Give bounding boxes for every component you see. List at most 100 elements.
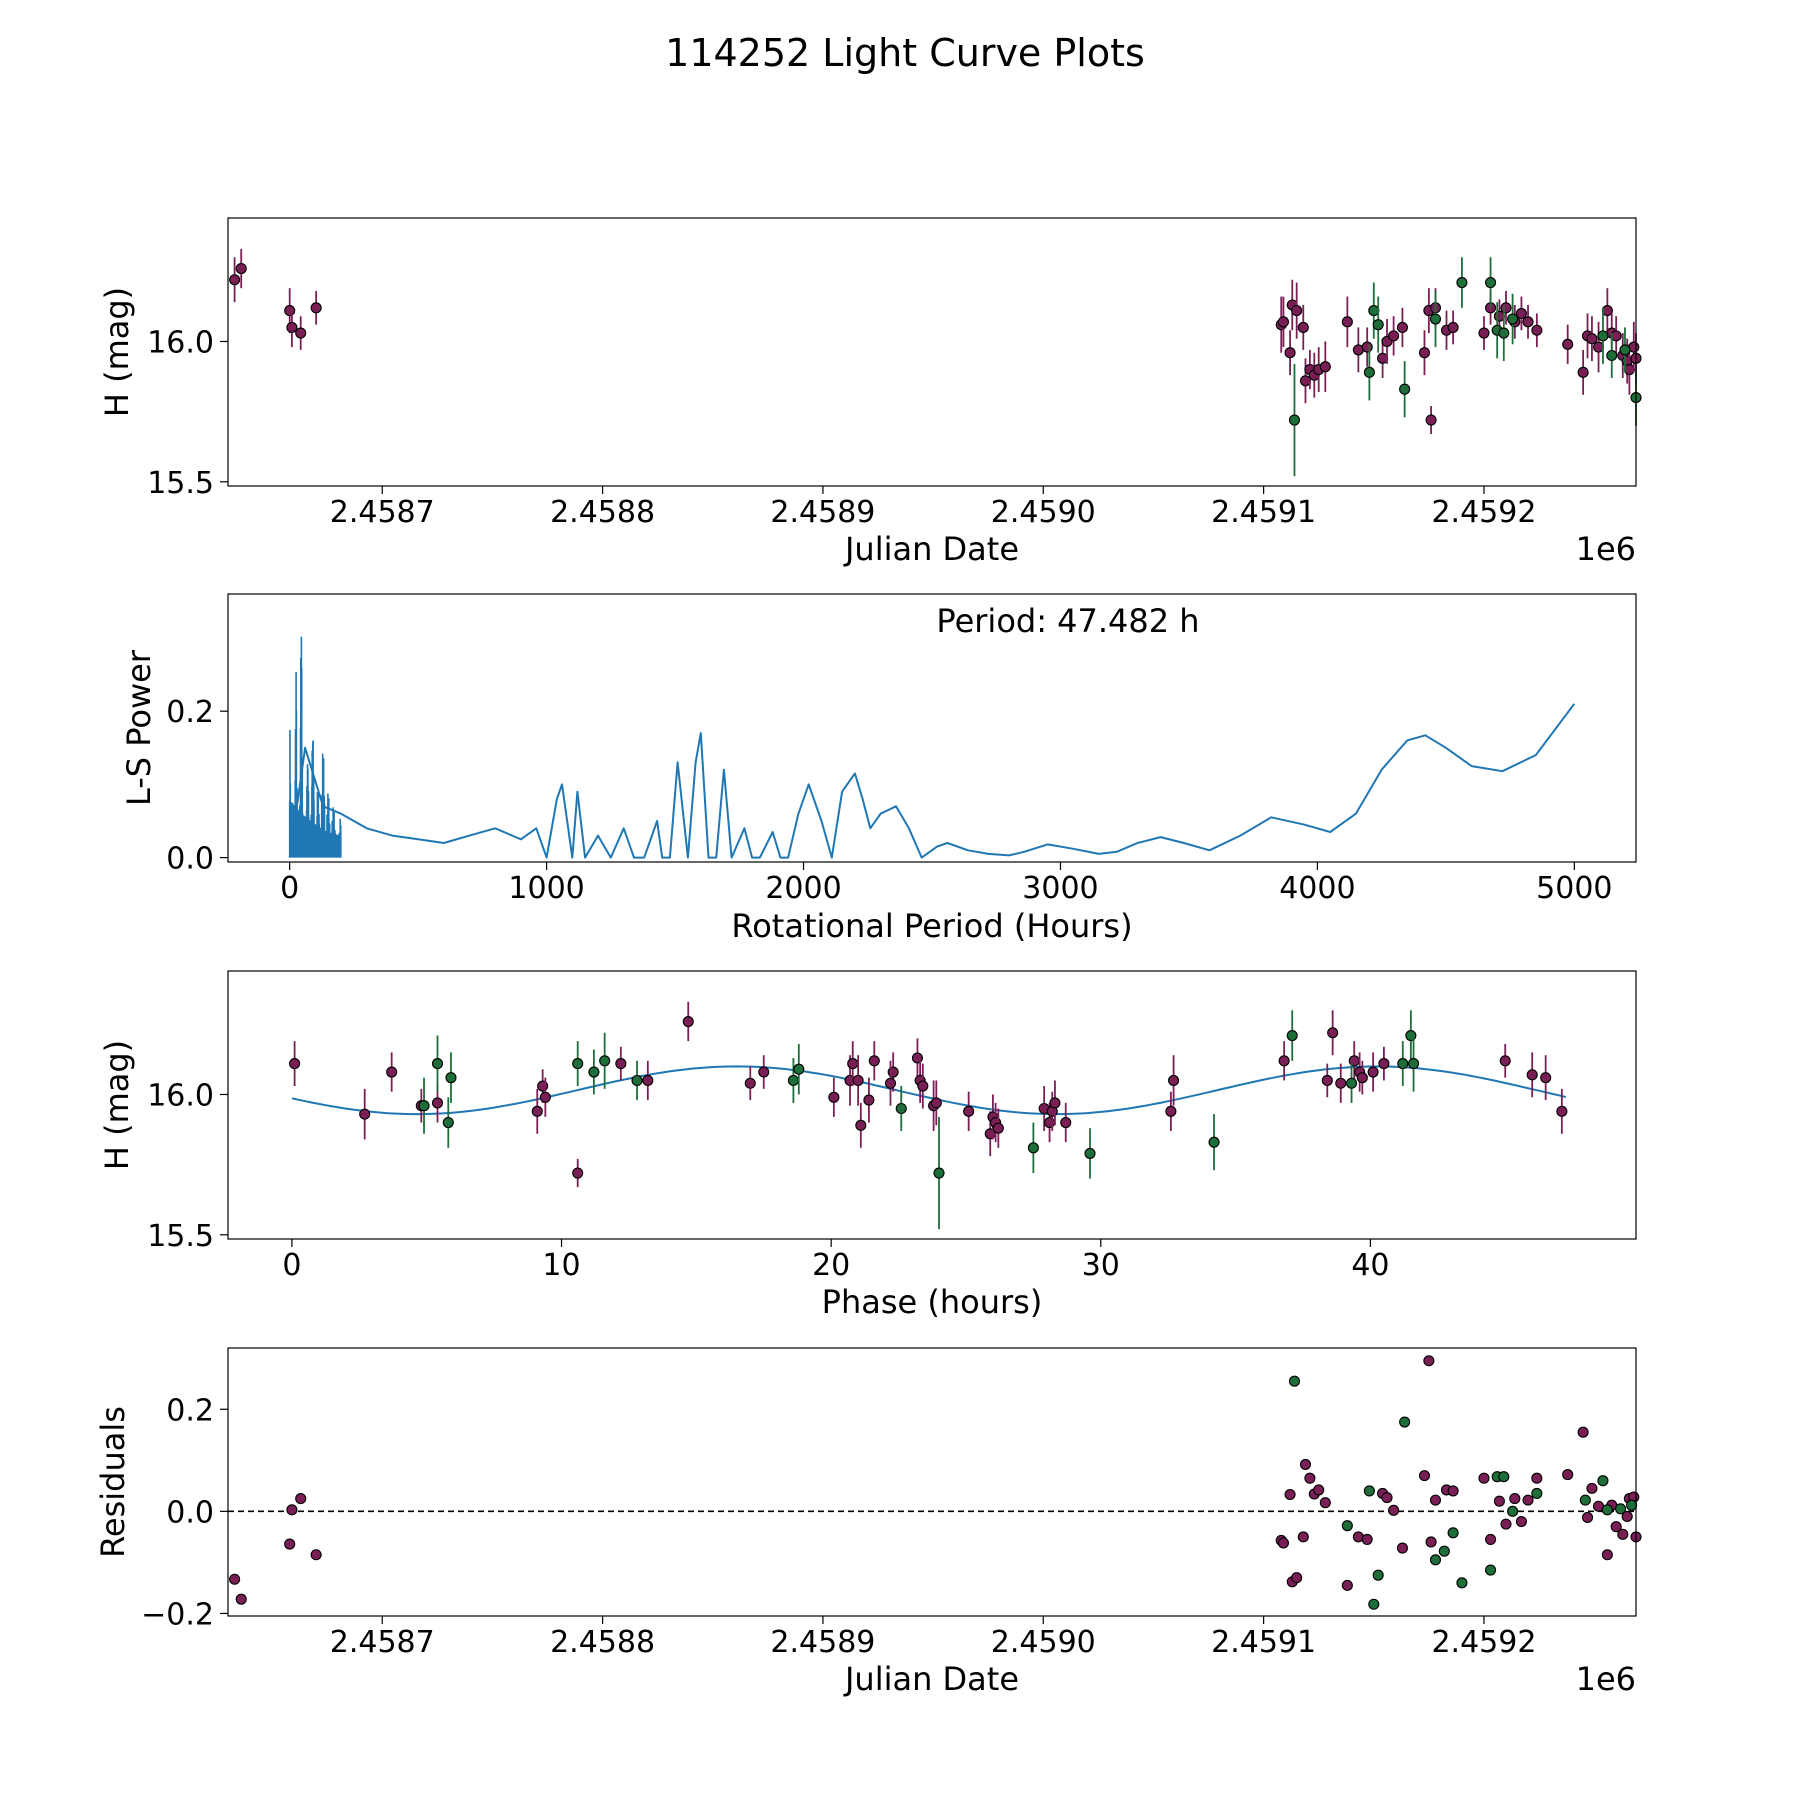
phase-folded-ylabel: H (mag) bbox=[98, 1040, 136, 1170]
light-curve-point bbox=[1577, 366, 1589, 378]
light-curve-point bbox=[1396, 321, 1408, 333]
residuals-point bbox=[1621, 1510, 1633, 1523]
light-curve-axes-frame bbox=[227, 217, 1637, 487]
phase-folded-plot-area bbox=[289, 1001, 1568, 1230]
residuals-ytick-label: 0.0 bbox=[166, 1495, 214, 1530]
phase-folded-point bbox=[917, 1080, 929, 1092]
periodogram-xtick-label: 3000 bbox=[1022, 871, 1098, 906]
light-curve-point bbox=[1606, 349, 1618, 362]
residuals-xtick-label: 2.4588 bbox=[550, 1625, 655, 1660]
phase-folded-xtick-label: 20 bbox=[812, 1248, 850, 1283]
residuals-xlabel: Julian Date bbox=[843, 1660, 1019, 1698]
periodogram-curve bbox=[288, 703, 1576, 859]
residuals-point bbox=[1617, 1528, 1629, 1540]
phase-folded-point bbox=[1027, 1142, 1039, 1154]
phase-folded-point bbox=[531, 1105, 543, 1117]
phase-folded-point bbox=[1345, 1077, 1358, 1089]
phase-folded-point bbox=[682, 1015, 694, 1028]
phase-folded-point bbox=[631, 1074, 643, 1086]
residuals-xtick-label: 2.4591 bbox=[1211, 1625, 1316, 1660]
light-curve-xlabel: Julian Date bbox=[843, 530, 1019, 568]
light-curve-point bbox=[1388, 330, 1400, 342]
phase-folded-point bbox=[1327, 1027, 1339, 1039]
residuals-point bbox=[1381, 1492, 1393, 1504]
residuals-point bbox=[1372, 1569, 1384, 1581]
phase-folded-point bbox=[963, 1105, 975, 1117]
light-curve-ytick-label: 15.5 bbox=[147, 466, 214, 501]
light-curve-point bbox=[1297, 321, 1309, 333]
phase-folded-point bbox=[1208, 1136, 1220, 1148]
phase-folded-point bbox=[1397, 1058, 1409, 1070]
light-curve-point bbox=[295, 327, 307, 339]
phase-folded-point bbox=[445, 1072, 457, 1084]
residuals-plot-area bbox=[228, 1355, 1642, 1610]
phase-folded-point bbox=[895, 1102, 907, 1115]
phase-folded-point bbox=[930, 1097, 942, 1109]
phase-folded-point bbox=[1286, 1029, 1298, 1042]
residuals-point bbox=[235, 1593, 247, 1605]
light-curve-point bbox=[284, 305, 296, 317]
residuals-point bbox=[1388, 1504, 1400, 1516]
periodogram-plot-area bbox=[288, 636, 1576, 859]
light-curve-point bbox=[1456, 276, 1468, 289]
residuals-point bbox=[1500, 1518, 1512, 1530]
residuals-point bbox=[229, 1573, 241, 1585]
phase-folded-ytick-label: 15.5 bbox=[147, 1219, 214, 1254]
residuals-point bbox=[1577, 1426, 1589, 1438]
phase-folded-point bbox=[572, 1058, 584, 1070]
residuals-point bbox=[1531, 1472, 1543, 1484]
phase-folded-point bbox=[793, 1063, 805, 1075]
residuals-point bbox=[1610, 1521, 1622, 1533]
phase-folded-point bbox=[1321, 1074, 1333, 1086]
light-curve-point bbox=[1562, 338, 1574, 350]
residuals-point bbox=[1313, 1484, 1325, 1496]
light-curve-point bbox=[1377, 352, 1389, 364]
residuals-xtick-label: 2.4587 bbox=[330, 1625, 435, 1660]
phase-folded-point bbox=[758, 1066, 770, 1078]
residuals-point bbox=[1341, 1579, 1353, 1591]
residuals-point bbox=[1509, 1493, 1521, 1505]
periodogram-dense-line bbox=[288, 636, 342, 858]
light-curve-point bbox=[1619, 344, 1631, 356]
light-curve-point bbox=[1288, 414, 1301, 426]
light-curve-x-offset: 1e6 bbox=[1576, 530, 1636, 568]
light-curve-point bbox=[229, 274, 241, 286]
residuals-point bbox=[310, 1549, 322, 1561]
phase-folded-xtick-label: 0 bbox=[282, 1248, 301, 1283]
phase-folded-point bbox=[1356, 1072, 1368, 1084]
residuals-ytick-label: −0.2 bbox=[141, 1597, 214, 1632]
residuals-point bbox=[1597, 1475, 1609, 1487]
residuals-point bbox=[1299, 1458, 1312, 1470]
periodogram-xtick-label: 5000 bbox=[1536, 871, 1612, 906]
residuals-point bbox=[1368, 1598, 1380, 1610]
phase-folded-point bbox=[744, 1077, 756, 1089]
residuals-point bbox=[1304, 1472, 1316, 1484]
phase-folded-point bbox=[852, 1074, 864, 1086]
light-curve-point bbox=[1498, 327, 1510, 339]
phase-folded-point bbox=[1335, 1077, 1347, 1089]
phase-folded-point bbox=[884, 1077, 897, 1089]
residuals-point bbox=[1626, 1499, 1638, 1511]
light-curve-point bbox=[310, 302, 322, 314]
residuals-point bbox=[1586, 1482, 1598, 1494]
residuals-ytick-label: 0.2 bbox=[166, 1393, 214, 1428]
residuals-point bbox=[1423, 1355, 1435, 1367]
residuals-point bbox=[1361, 1533, 1373, 1545]
phase-folded-point bbox=[359, 1108, 371, 1120]
residuals-point bbox=[1363, 1485, 1375, 1497]
phase-folded-point bbox=[1168, 1074, 1180, 1086]
phase-folded-point bbox=[418, 1100, 430, 1112]
phase-folded-xlabel: Phase (hours) bbox=[822, 1283, 1043, 1321]
residuals-xtick-label: 2.4589 bbox=[770, 1625, 875, 1660]
light-curve-point bbox=[1361, 341, 1373, 353]
residuals-point bbox=[1485, 1533, 1497, 1545]
residuals-point bbox=[1579, 1494, 1591, 1506]
residuals-point bbox=[1447, 1485, 1459, 1497]
residuals-point bbox=[1425, 1536, 1437, 1548]
phase-folded-point bbox=[787, 1074, 799, 1086]
light-curve-ylabel: H (mag) bbox=[98, 287, 136, 417]
light-curve-point bbox=[1341, 316, 1353, 328]
figure-title: 114252 Light Curve Plots bbox=[665, 31, 1145, 75]
residuals-point bbox=[1284, 1488, 1296, 1501]
